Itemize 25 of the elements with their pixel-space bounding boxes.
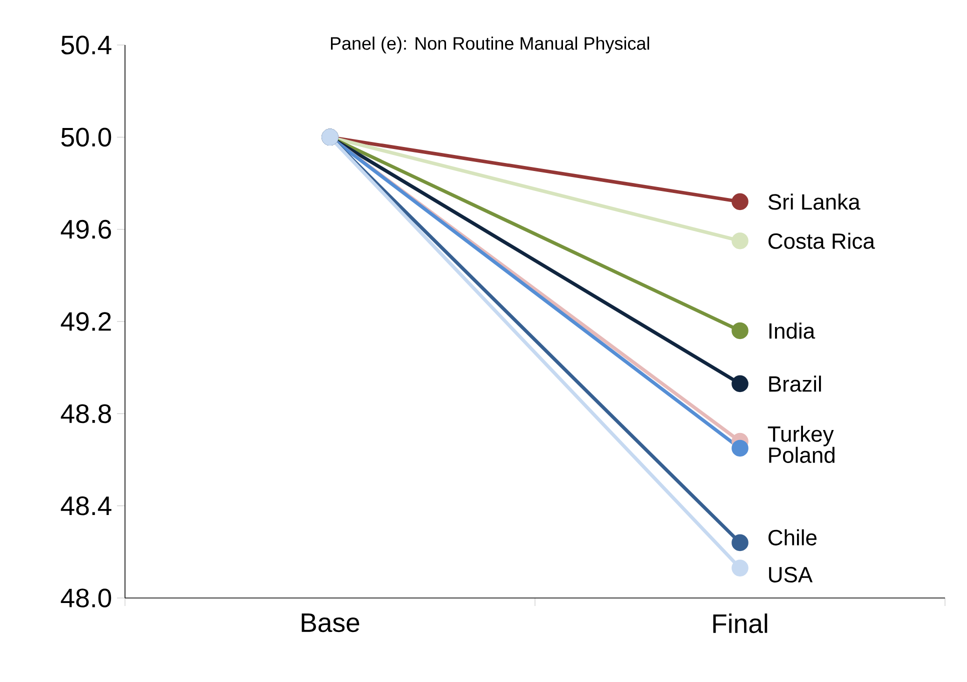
series-label: Brazil [769, 376, 821, 392]
y-tick-label: 50.0 [61, 128, 112, 147]
point [732, 322, 748, 340]
y-tick-label: 50.4 [61, 36, 112, 54]
y-tick-label: 48.0 [60, 588, 112, 608]
series-label: Chile [768, 529, 817, 546]
x-tick-label: Base [302, 614, 360, 632]
series-label: USA [769, 566, 813, 582]
series-label: Sri Lanka [768, 194, 860, 210]
point [732, 375, 748, 392]
x-tick-label: Final [713, 614, 768, 634]
series-label: India [769, 322, 816, 339]
series-label: Turkey [768, 426, 834, 446]
point [732, 232, 748, 250]
point [732, 193, 748, 210]
point [732, 560, 748, 576]
y-tick-label: 48.4 [60, 496, 112, 516]
series-label: Poland [769, 446, 834, 463]
point [732, 440, 748, 457]
point [732, 534, 748, 552]
y-tick-label: 49.6 [60, 220, 111, 239]
series-label: Costa Rica [768, 232, 875, 249]
y-tick-label: 49.2 [60, 312, 111, 331]
chart-title: Panel (e): Non Routine Manual Physical [330, 36, 650, 54]
y-tick-label: 48.8 [60, 404, 111, 424]
